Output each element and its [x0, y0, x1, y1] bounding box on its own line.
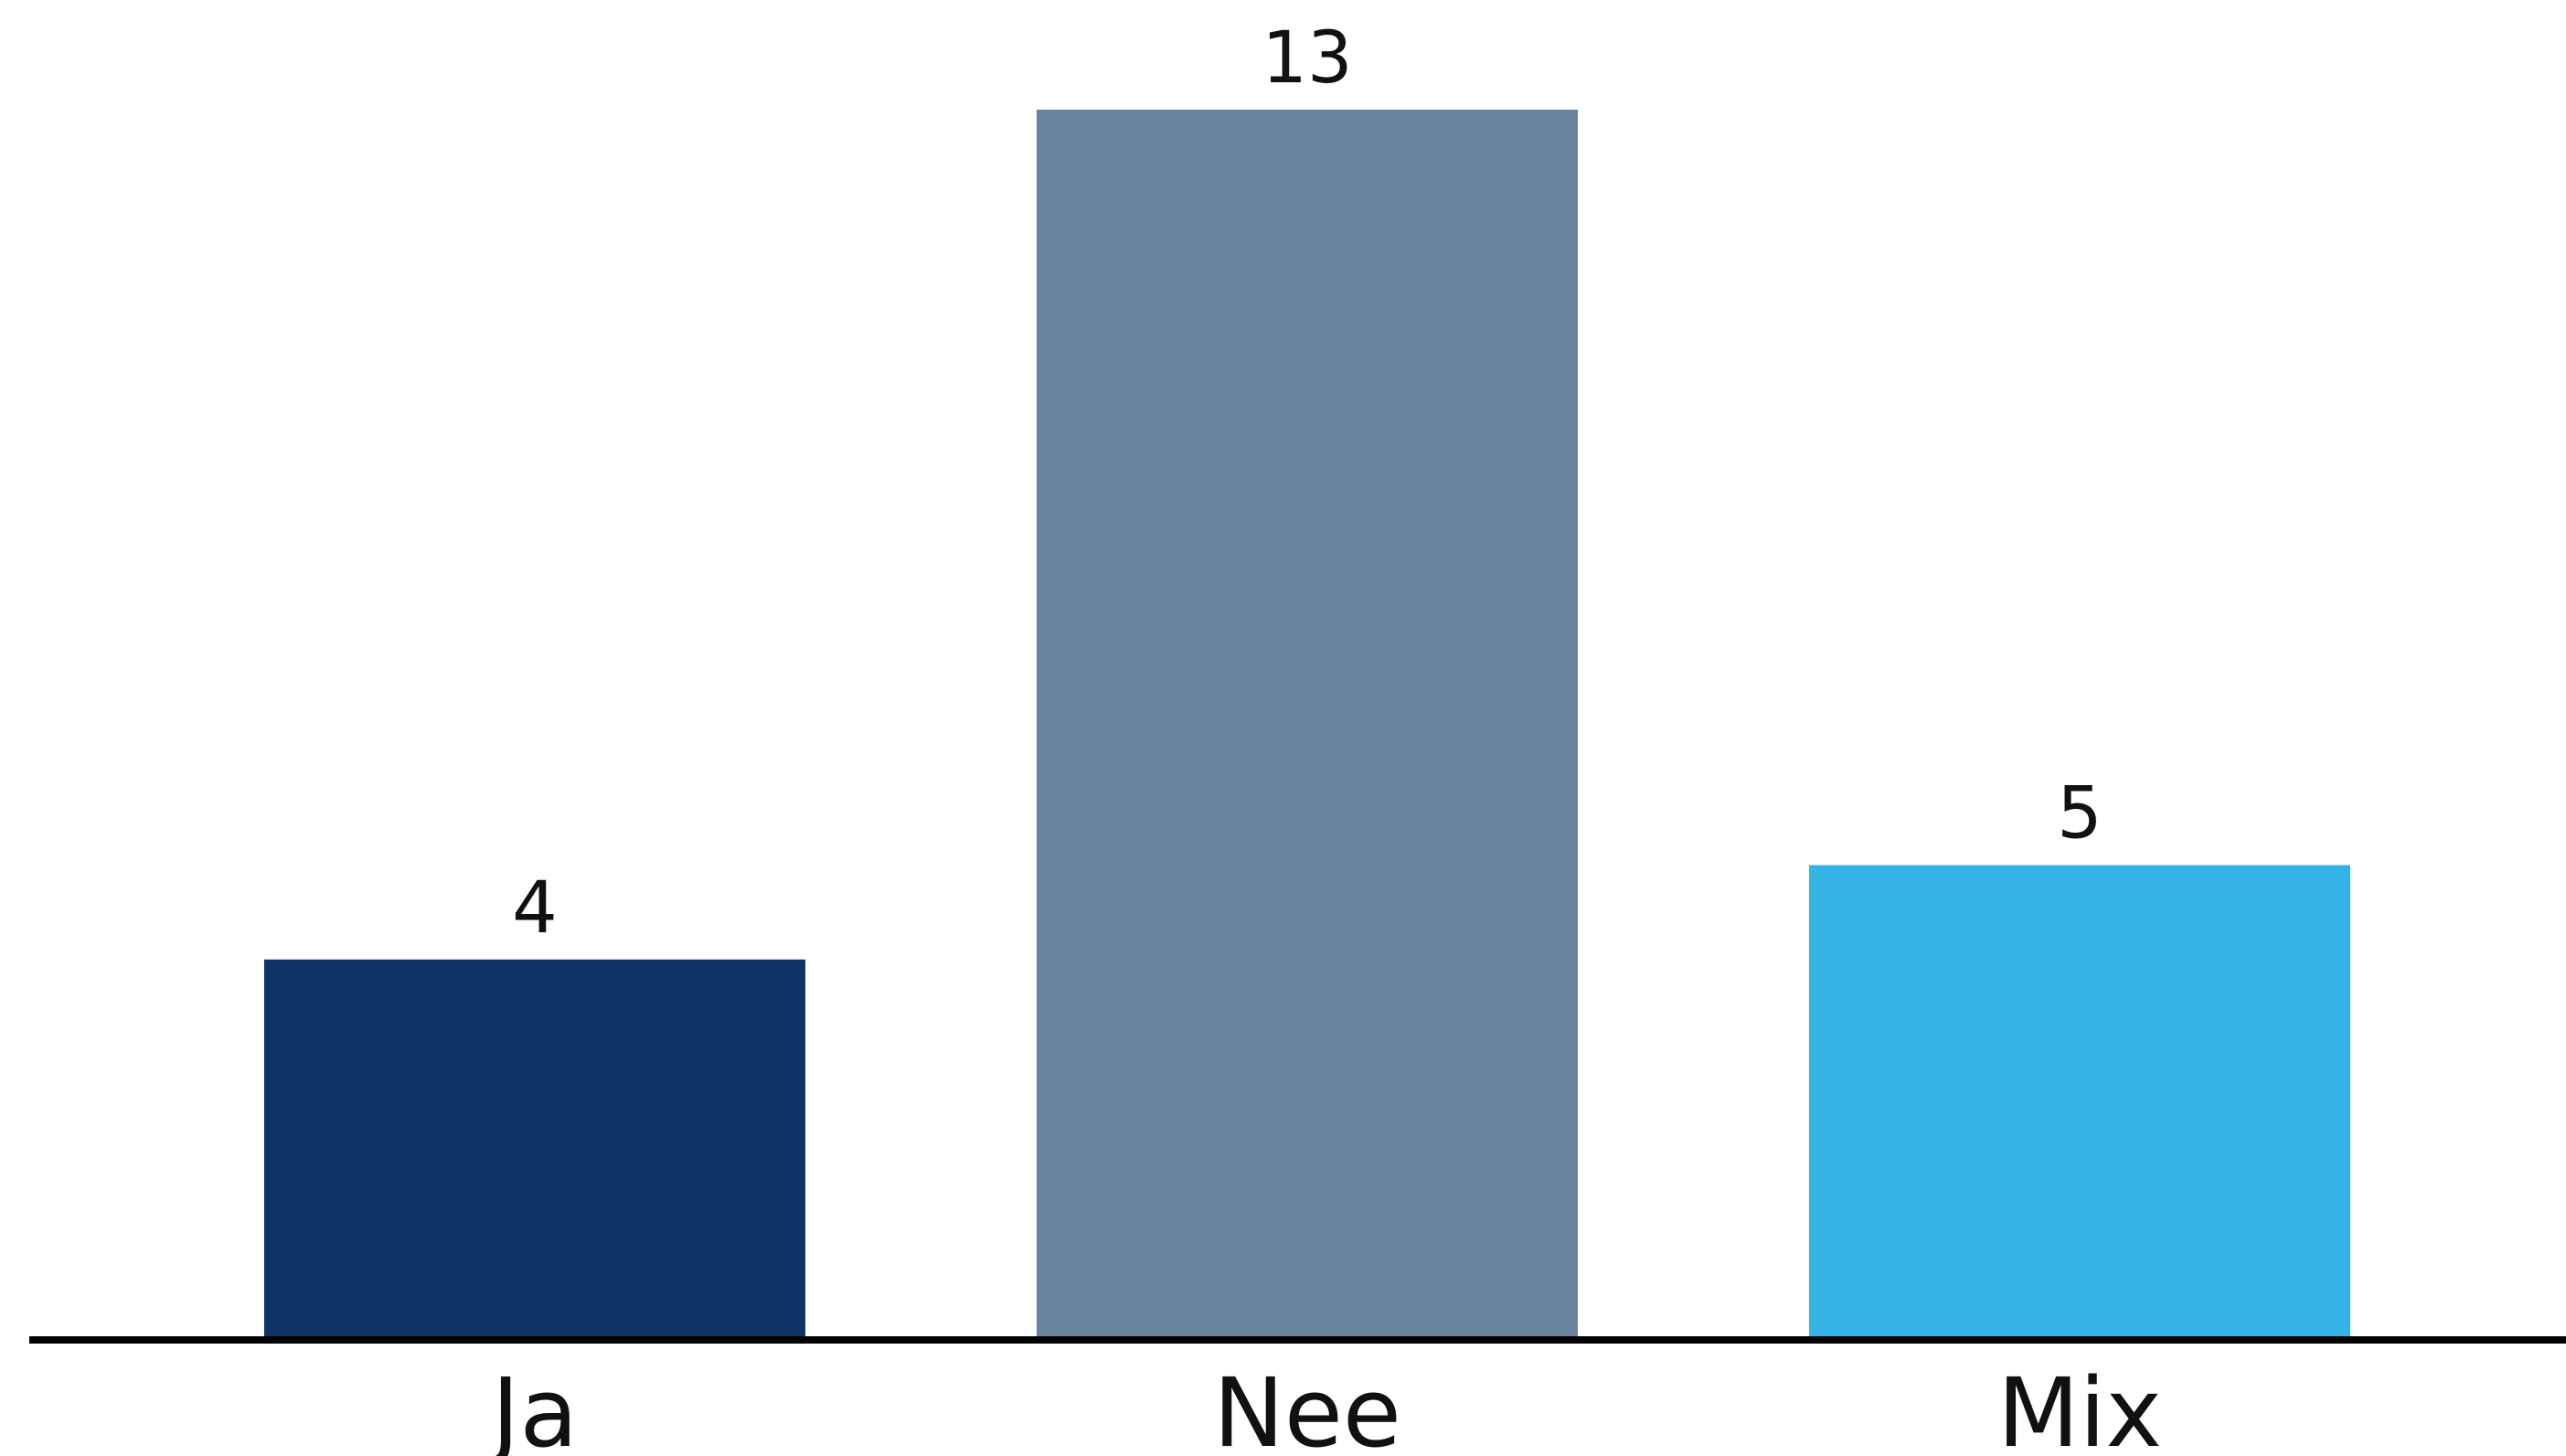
value-label-ja: 4 [512, 867, 558, 950]
category-label-ja: Ja [486, 1357, 578, 1456]
category-label-mix: Mix [1997, 1357, 2162, 1456]
bars-group [264, 110, 2350, 1337]
bar-nee [1037, 110, 1578, 1337]
value-label-nee: 13 [1262, 17, 1352, 100]
bar-ja [264, 959, 805, 1337]
value-label-mix: 5 [2057, 772, 2103, 855]
category-label-nee: Nee [1213, 1357, 1401, 1456]
value-labels-group: 4 13 5 [512, 17, 2103, 950]
category-labels-group: Ja Nee Mix [486, 1357, 2162, 1456]
bar-mix [1809, 865, 2350, 1337]
